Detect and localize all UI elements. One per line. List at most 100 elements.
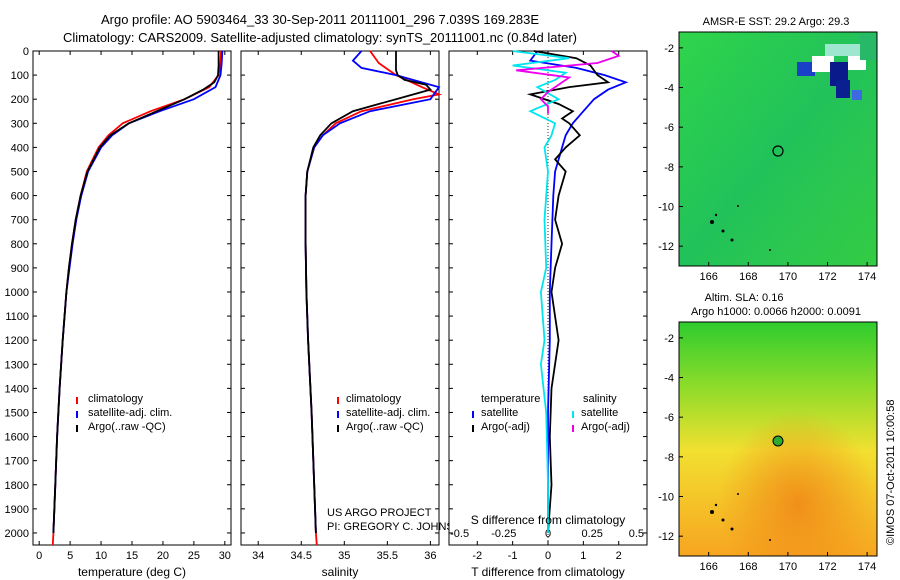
map-xtick-label: 172 <box>818 561 836 573</box>
map-ytick-label: -10 <box>658 202 674 214</box>
argo-location-marker <box>772 145 784 157</box>
salinity-xtick-label: 34 <box>252 550 264 562</box>
legend-satellite: satellite-adj. clim. <box>88 407 172 419</box>
title-line-1: Argo profile: AO 5903464_33 30-Sep-2011 … <box>100 12 540 27</box>
sal-legend-satellite: satellite-adj. clim. <box>346 407 430 419</box>
difference-panel: -2 -1 0 1 2 -0.5 -0.25 0 0.25 0.5 T difference f… <box>448 50 648 579</box>
depth-tick-label: 800 <box>11 239 29 251</box>
depth-tick-label: 300 <box>11 118 29 130</box>
temperature-xtick-label: 0 <box>36 550 42 562</box>
depth-tick-label: 400 <box>11 142 29 154</box>
salinity-axes <box>240 50 440 546</box>
depth-tick-label: 1300 <box>5 359 29 371</box>
difference-xlabel: T difference from climatology <box>471 565 625 579</box>
s-diff-tick-label: 0.5 <box>629 528 644 540</box>
map-xtick-label: 168 <box>739 561 757 573</box>
temperature-xtick-label: 10 <box>95 550 107 562</box>
legend-temperature-title: temperature <box>481 393 540 405</box>
sal-legend-argo: Argo(..raw -QC) <box>346 421 424 433</box>
depth-tick-label: 1100 <box>5 311 29 323</box>
salinity-series-argo-raw-qc- <box>304 51 433 534</box>
salinity-panel: 34 34.5 35 35.5 36 salinity climatology sate… <box>240 50 470 579</box>
map-ytick-label: -8 <box>664 452 674 464</box>
legend-t-argo: Argo(-adj) <box>481 421 530 433</box>
depth-tick-label: 2000 <box>5 528 29 540</box>
s-diff-tick-label: 0.25 <box>581 528 602 540</box>
map-ytick-label: -12 <box>658 531 674 543</box>
pi-label: PI: GREGORY C. JOHNSON <box>327 521 470 533</box>
sla-map-panel: Altim. SLA: 0.16 Argo h1000: 0.0066 h200… <box>658 292 878 573</box>
difference-xtick-label: -2 <box>472 550 482 562</box>
depth-tick-label: 700 <box>11 215 29 227</box>
legend-t-satellite: satellite <box>481 407 518 419</box>
depth-tick-label: 900 <box>11 263 29 275</box>
difference-xtick-label: 2 <box>616 550 622 562</box>
map-ytick-label: -8 <box>664 162 674 174</box>
depth-tick-label: 1600 <box>5 432 29 444</box>
temperature-legend: climatology satellite-adj. clim. Argo(..… <box>76 393 172 433</box>
temperature-xlabel: temperature (deg C) <box>78 565 186 579</box>
difference-xtick-label: 1 <box>580 550 586 562</box>
map-ytick-label: -2 <box>664 43 674 55</box>
temperature-xtick-label: 20 <box>157 550 169 562</box>
map-xtick-label: 172 <box>818 271 836 283</box>
salinity-xtick-label: 34.5 <box>291 550 312 562</box>
sla-map-subtitle: Argo h1000: 0.0066 h2000: 0.0091 <box>691 306 861 318</box>
difference-series-t-satellite <box>528 50 629 533</box>
difference-xtick-label: 0 <box>545 550 551 562</box>
sst-islands <box>710 205 771 251</box>
temperature-xtick-label: 25 <box>188 550 200 562</box>
depth-tick-label: 1900 <box>5 504 29 516</box>
sla-map-title: Altim. SLA: 0.16 <box>705 292 784 304</box>
depth-tick-label: 100 <box>11 70 29 82</box>
sla-map-frame <box>678 321 878 557</box>
sst-map-title: AMSR-E SST: 29.2 Argo: 29.3 <box>703 16 850 28</box>
depth-tick-label: 1800 <box>5 480 29 492</box>
map-xtick-label: 170 <box>779 271 797 283</box>
temperature-axes <box>32 50 232 546</box>
difference-series-s-argo-adj- <box>516 50 621 114</box>
legend-argo: Argo(..raw -QC) <box>88 421 166 433</box>
map-ytick-label: -6 <box>664 412 674 424</box>
difference-series-s-satellite <box>512 50 570 533</box>
legend-s-argo: Argo(-adj) <box>581 421 630 433</box>
legend-s-satellite: satellite <box>581 407 618 419</box>
salinity-xtick-label: 35.5 <box>377 550 398 562</box>
temperature-panel: 0100200300400500600700800900100011001200… <box>5 46 232 579</box>
depth-tick-label: 600 <box>11 191 29 203</box>
difference-xlabel-top: S difference from climatology <box>471 513 626 527</box>
temperature-series-argo-raw-qc- <box>52 51 220 534</box>
legend-climatology: climatology <box>88 393 144 405</box>
difference-series-t-argo-adj- <box>526 50 611 534</box>
difference-legend: temperature salinity satellite Argo(-adj… <box>472 393 630 433</box>
map-ytick-label: -6 <box>664 122 674 134</box>
salinity-xtick-label: 35 <box>338 550 350 562</box>
project-label: US ARGO PROJECT <box>327 507 432 519</box>
depth-tick-label: 1500 <box>5 407 29 419</box>
depth-tick-label: 500 <box>11 166 29 178</box>
sst-cold-patch <box>797 34 877 100</box>
depth-tick-label: 1700 <box>5 456 29 468</box>
map-ytick-label: -4 <box>664 83 674 95</box>
map-ytick-label: -10 <box>658 492 674 504</box>
sal-legend-climatology: climatology <box>346 393 402 405</box>
difference-xtick-label: -1 <box>508 550 518 562</box>
map-xtick-label: 166 <box>700 561 718 573</box>
sst-map-frame <box>678 31 878 267</box>
s-diff-tick-label: -0.25 <box>491 528 516 540</box>
s-diff-tick-label: -0.5 <box>450 528 469 540</box>
depth-tick-label: 1400 <box>5 383 29 395</box>
temperature-xtick-label: 5 <box>67 550 73 562</box>
depth-tick-label: 1200 <box>5 335 29 347</box>
argo-location-marker-sla <box>772 435 784 447</box>
salinity-xtick-label: 36 <box>424 550 436 562</box>
map-xtick-label: 174 <box>858 271 876 283</box>
temperature-xtick-label: 15 <box>126 550 138 562</box>
map-xtick-label: 170 <box>779 561 797 573</box>
map-ytick-label: -2 <box>664 333 674 345</box>
salinity-xlabel: salinity <box>322 565 359 579</box>
sla-islands <box>710 493 771 541</box>
salinity-legend: climatology satellite-adj. clim. Argo(..… <box>337 393 430 433</box>
map-xtick-label: 168 <box>739 271 757 283</box>
